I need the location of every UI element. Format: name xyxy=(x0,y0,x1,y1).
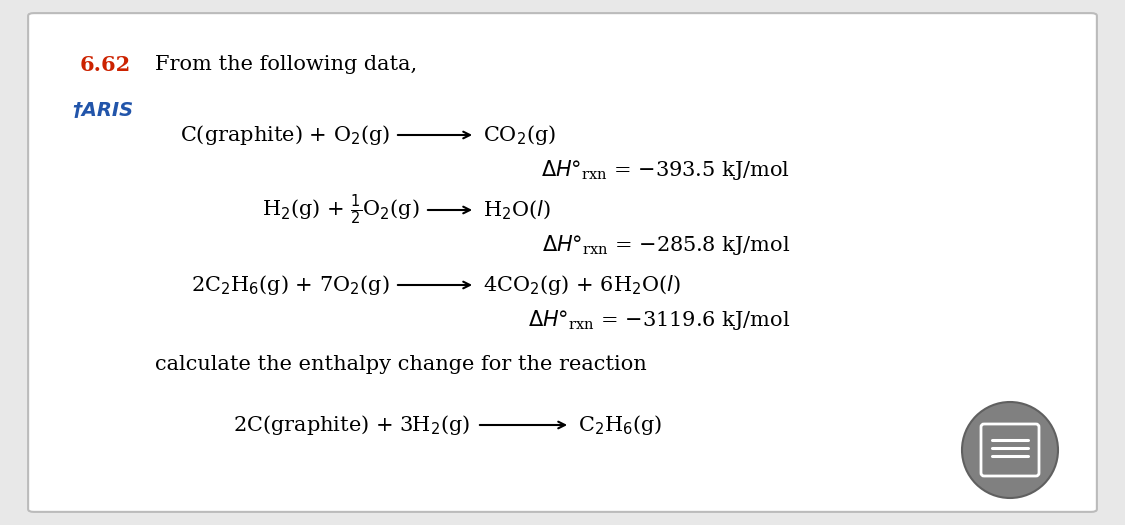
Text: C$_2$H$_6$(g): C$_2$H$_6$(g) xyxy=(578,413,663,437)
Text: C(graphite) + O$_2$(g): C(graphite) + O$_2$(g) xyxy=(180,123,390,147)
Text: $\Delta H°_{\mathregular{rxn}}$ = $-$285.8 kJ/mol: $\Delta H°_{\mathregular{rxn}}$ = $-$285… xyxy=(542,233,790,257)
Text: calculate the enthalpy change for the reaction: calculate the enthalpy change for the re… xyxy=(155,355,647,374)
Text: $\Delta H°_{\mathregular{rxn}}$ = $-$3119.6 kJ/mol: $\Delta H°_{\mathregular{rxn}}$ = $-$311… xyxy=(528,308,790,332)
Text: †ARIS: †ARIS xyxy=(72,100,133,119)
Text: 6.62: 6.62 xyxy=(80,55,132,75)
Text: H$_2$(g) + $\frac{1}{2}$O$_2$(g): H$_2$(g) + $\frac{1}{2}$O$_2$(g) xyxy=(262,193,420,227)
Text: H$_2$O($l$): H$_2$O($l$) xyxy=(483,198,551,222)
Text: 2C$_2$H$_6$(g) + 7O$_2$(g): 2C$_2$H$_6$(g) + 7O$_2$(g) xyxy=(191,273,390,297)
Text: CO$_2$(g): CO$_2$(g) xyxy=(483,123,556,147)
Text: $\Delta H°_{\mathregular{rxn}}$ = $-$393.5 kJ/mol: $\Delta H°_{\mathregular{rxn}}$ = $-$393… xyxy=(541,158,790,182)
Text: 2C(graphite) + 3H$_2$(g): 2C(graphite) + 3H$_2$(g) xyxy=(233,413,470,437)
Text: 4CO$_2$(g) + 6H$_2$O($l$): 4CO$_2$(g) + 6H$_2$O($l$) xyxy=(483,273,681,297)
Circle shape xyxy=(962,402,1058,498)
Text: From the following data,: From the following data, xyxy=(155,55,417,74)
